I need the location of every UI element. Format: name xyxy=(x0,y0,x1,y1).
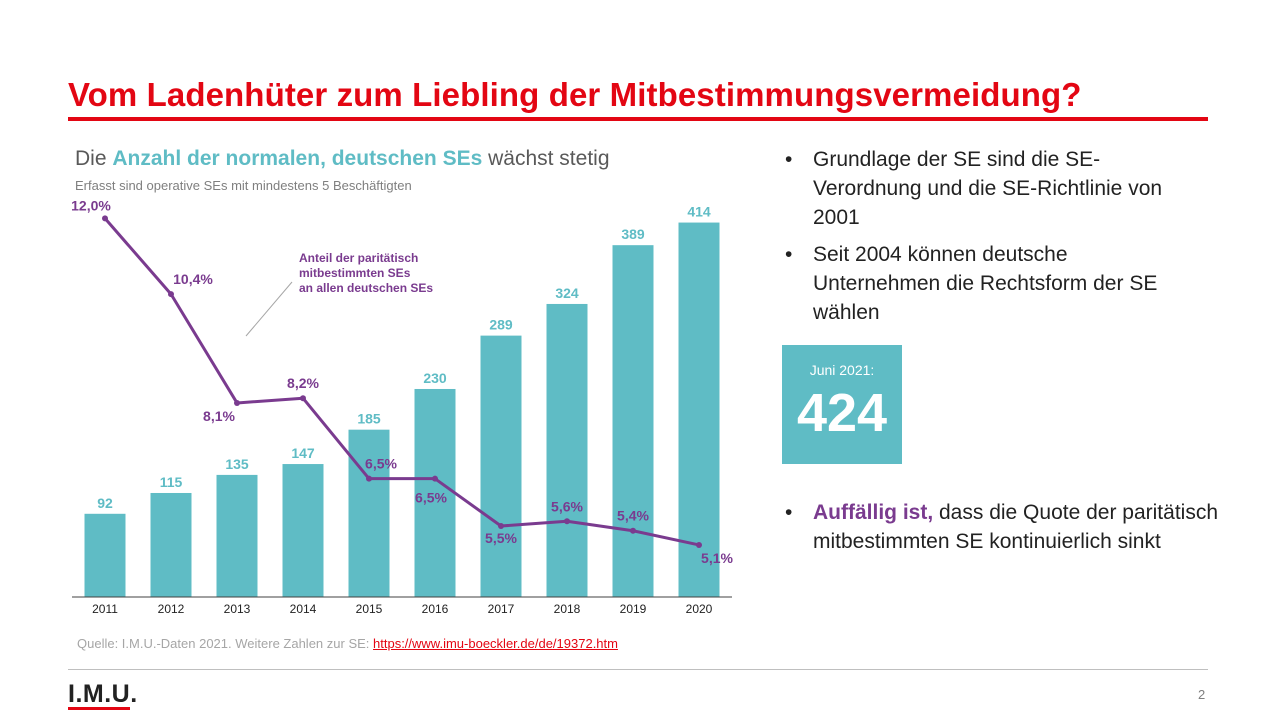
bullet-text: Seit 2004 können deutsche Unternehmen di… xyxy=(813,243,1158,324)
bar-value-label: 324 xyxy=(555,285,579,301)
x-tick-label: 2013 xyxy=(224,602,251,616)
line-value-label: 5,6% xyxy=(551,498,583,514)
page-number: 2 xyxy=(1198,687,1206,702)
line-point xyxy=(630,527,636,534)
line-value-label: 8,1% xyxy=(203,408,235,424)
bar-value-label: 185 xyxy=(357,411,381,427)
bullet-dot-icon: • xyxy=(785,501,793,524)
highlight-date: Juni 2021: xyxy=(809,362,875,378)
chart-heading-suffix: wächst stetig xyxy=(482,147,610,170)
bar xyxy=(84,513,126,597)
x-tick-label: 2015 xyxy=(356,602,383,616)
series-name-label: mitbestimmten SEs xyxy=(299,266,411,280)
annotation-leader xyxy=(245,281,293,337)
line-point xyxy=(300,395,306,402)
line-point xyxy=(366,475,372,482)
series-name-label: Anteil der paritätisch xyxy=(299,251,418,265)
bar-value-label: 92 xyxy=(97,495,113,511)
bar-value-label: 230 xyxy=(423,370,447,386)
bar xyxy=(216,474,258,597)
line-value-label: 5,1% xyxy=(701,550,733,566)
bar-value-label: 414 xyxy=(687,204,711,220)
bar xyxy=(678,222,720,597)
imu-logo: I.M.U. xyxy=(68,680,138,708)
line-value-label: 5,4% xyxy=(617,508,649,524)
bar xyxy=(348,429,390,597)
x-tick-label: 2020 xyxy=(686,602,713,616)
line-value-label: 10,4% xyxy=(173,271,213,287)
chart-subtitle: Erfasst sind operative SEs mit mindesten… xyxy=(75,178,412,193)
slide-title: Vom Ladenhüter zum Liebling der Mitbesti… xyxy=(68,76,1082,113)
source-link[interactable]: https://www.imu-boeckler.de/de/19372.htm xyxy=(373,636,618,651)
footer-divider xyxy=(68,669,1208,670)
line-value-label: 6,5% xyxy=(365,456,397,472)
line-value-label: 6,5% xyxy=(415,490,447,506)
line-series xyxy=(103,217,700,547)
x-tick-label: 2017 xyxy=(488,602,515,616)
line-value-label: 12,0% xyxy=(71,197,111,213)
title-underline xyxy=(68,117,1208,121)
bar xyxy=(612,245,654,597)
bullet-highlight: Auffällig ist, xyxy=(813,501,934,524)
highlight-box: Juni 2021: 424 xyxy=(782,345,902,464)
line-value-label: 5,5% xyxy=(485,530,517,546)
bar xyxy=(546,303,588,597)
bullet-item: • Auffällig ist, dass die Quote der pari… xyxy=(785,498,1223,556)
se-count-chart: 92 115 135 147 185 230 289 324 389 414 2011 2012 201… xyxy=(71,197,733,616)
x-tick-label: 2018 xyxy=(554,602,581,616)
line-value-label: 8,2% xyxy=(287,375,319,391)
line-point xyxy=(168,291,174,298)
bullet-item: • Grundlage der SE sind die SE-Verordnun… xyxy=(785,145,1195,232)
series-name-label: an allen deutschen SEs xyxy=(299,281,433,295)
chart-heading: Die Anzahl der normalen, deutschen SEs w… xyxy=(75,147,610,171)
bullet-text: Grundlage der SE sind die SE-Verordnung … xyxy=(813,148,1163,229)
chart-heading-prefix: Die xyxy=(75,147,113,170)
line-point xyxy=(696,541,702,548)
source-text: Quelle: I.M.U.-Daten 2021. Weitere Zahle… xyxy=(77,636,374,651)
bar-value-label: 147 xyxy=(291,445,315,461)
logo-underline xyxy=(68,707,130,710)
bar xyxy=(480,335,522,597)
line-point xyxy=(564,518,570,525)
line-point xyxy=(102,215,108,222)
chart-heading-highlight: Anzahl der normalen, deutschen SEs xyxy=(112,147,483,170)
bullet-dot-icon: • xyxy=(785,243,793,266)
highlight-value: 424 xyxy=(796,383,888,443)
x-tick-label: 2014 xyxy=(290,602,317,616)
bar-value-label: 135 xyxy=(225,456,249,472)
x-tick-label: 2011 xyxy=(92,602,118,616)
line-point xyxy=(432,475,438,482)
bar-value-label: 115 xyxy=(160,474,183,490)
bullet-list: • Grundlage der SE sind die SE-Verordnun… xyxy=(785,145,1195,335)
source-note: Quelle: I.M.U.-Daten 2021. Weitere Zahle… xyxy=(77,636,618,651)
bar xyxy=(150,492,192,597)
bar-value-label: 289 xyxy=(489,317,513,333)
line-point xyxy=(498,523,504,530)
bar-value-label: 389 xyxy=(621,226,645,242)
bullet-text: dass die Quote der paritätisch mitbestim… xyxy=(813,501,1218,553)
bar xyxy=(282,464,324,597)
bullet-dot-icon: • xyxy=(785,148,793,171)
x-tick-label: 2012 xyxy=(158,602,185,616)
x-tick-label: 2016 xyxy=(422,602,449,616)
line-point xyxy=(234,399,240,406)
bar xyxy=(414,388,456,597)
bullet-item: • Seit 2004 können deutsche Unternehmen … xyxy=(785,240,1195,327)
x-tick-label: 2019 xyxy=(620,602,647,616)
